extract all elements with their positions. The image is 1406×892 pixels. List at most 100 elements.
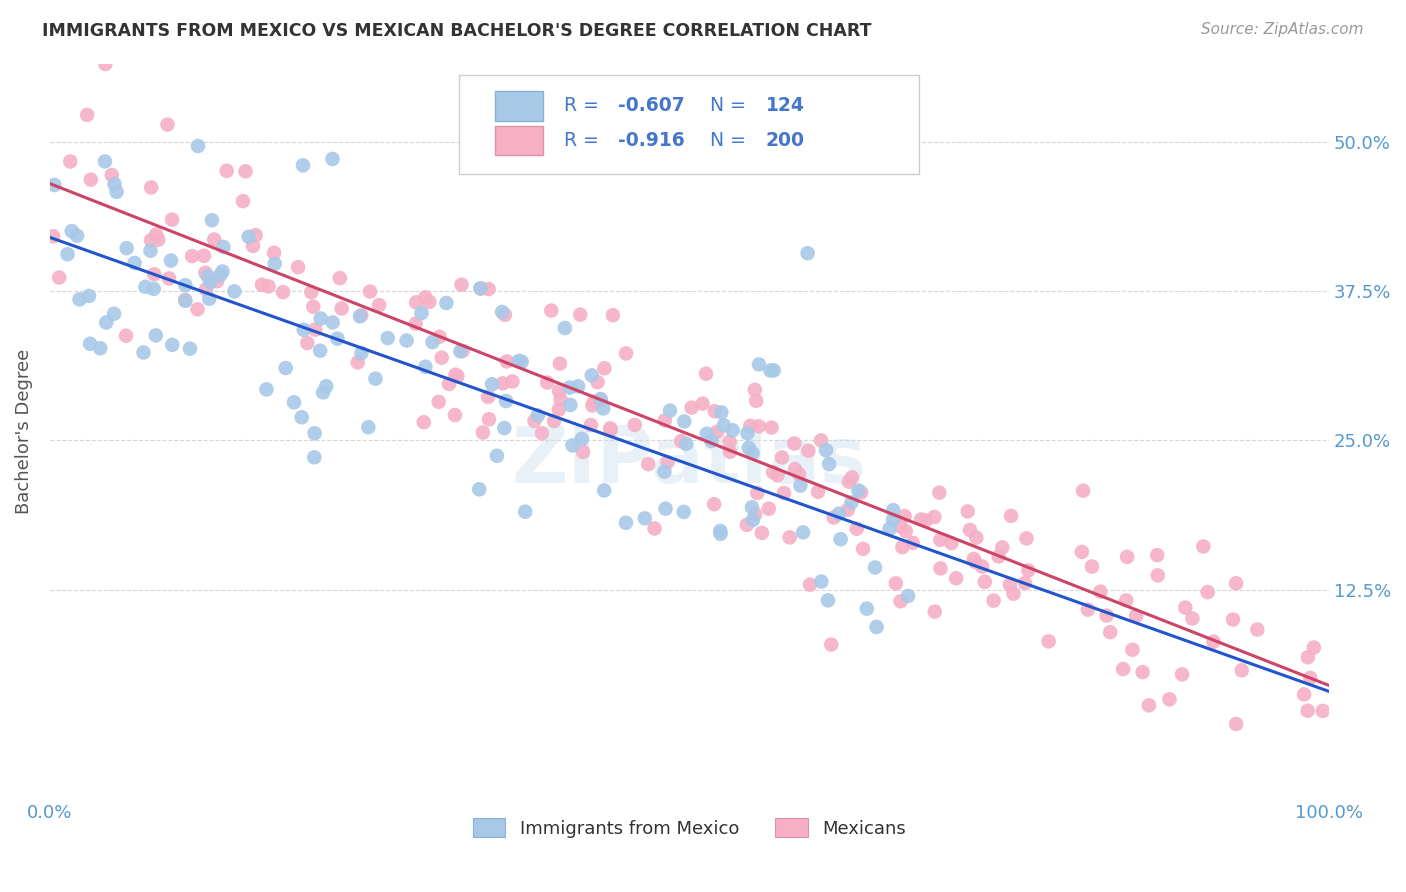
- Point: [198, 292, 221, 306]
- Point: [224, 285, 246, 299]
- Point: [326, 332, 349, 346]
- Point: [478, 412, 501, 426]
- Point: [302, 300, 325, 314]
- Point: [571, 432, 593, 446]
- Point: [174, 278, 197, 293]
- Point: [202, 232, 225, 246]
- Point: [263, 257, 285, 271]
- Point: [412, 415, 434, 429]
- Point: [561, 438, 583, 452]
- Point: [692, 397, 714, 411]
- Point: [430, 351, 453, 365]
- Point: [614, 516, 637, 530]
- Point: [1222, 613, 1244, 627]
- Point: [291, 410, 314, 425]
- Point: [194, 266, 217, 280]
- Point: [991, 541, 1014, 555]
- Point: [807, 484, 830, 499]
- Point: [695, 367, 717, 381]
- Point: [94, 154, 117, 169]
- Point: [762, 465, 785, 479]
- Point: [581, 399, 603, 413]
- Point: [321, 152, 343, 166]
- Point: [59, 154, 82, 169]
- Point: [740, 418, 762, 433]
- Point: [709, 526, 731, 541]
- Point: [773, 486, 796, 500]
- Point: [1090, 584, 1112, 599]
- Point: [789, 478, 811, 492]
- Point: [329, 271, 352, 285]
- Point: [713, 418, 735, 433]
- Point: [945, 571, 967, 585]
- Point: [599, 423, 621, 437]
- Point: [547, 402, 569, 417]
- Point: [924, 510, 946, 524]
- Point: [787, 467, 810, 482]
- Point: [256, 383, 278, 397]
- Point: [852, 541, 875, 556]
- Point: [193, 249, 215, 263]
- Point: [737, 426, 759, 441]
- Point: [1112, 662, 1135, 676]
- Point: [830, 532, 852, 546]
- Point: [891, 540, 914, 554]
- Point: [495, 354, 517, 368]
- Point: [766, 468, 789, 483]
- Point: [115, 241, 138, 255]
- Point: [599, 421, 621, 435]
- Point: [245, 228, 267, 243]
- Point: [741, 500, 763, 515]
- Point: [838, 475, 860, 489]
- Point: [956, 504, 979, 518]
- Point: [1302, 640, 1324, 655]
- Point: [1137, 698, 1160, 713]
- Point: [972, 559, 994, 574]
- Point: [893, 509, 915, 524]
- Point: [817, 593, 839, 607]
- Point: [914, 514, 936, 528]
- Point: [350, 309, 373, 323]
- Point: [451, 343, 474, 358]
- Point: [1174, 600, 1197, 615]
- Point: [1296, 650, 1319, 665]
- Point: [494, 308, 516, 322]
- Point: [274, 361, 297, 376]
- Point: [132, 345, 155, 359]
- Point: [810, 434, 832, 448]
- Point: [1192, 540, 1215, 554]
- Point: [156, 118, 179, 132]
- Point: [828, 507, 851, 521]
- Point: [527, 409, 550, 423]
- Point: [889, 519, 911, 533]
- Point: [837, 502, 859, 516]
- Point: [748, 419, 770, 434]
- Legend: Immigrants from Mexico, Mexicans: Immigrants from Mexico, Mexicans: [465, 811, 912, 845]
- Point: [444, 368, 467, 382]
- Text: 124: 124: [766, 96, 804, 115]
- Point: [783, 436, 806, 450]
- Text: N =: N =: [699, 96, 752, 115]
- Point: [304, 426, 326, 441]
- Point: [1299, 671, 1322, 685]
- Point: [744, 383, 766, 397]
- Point: [797, 443, 820, 458]
- Point: [548, 384, 571, 398]
- Point: [315, 379, 337, 393]
- FancyBboxPatch shape: [458, 75, 920, 174]
- Point: [1225, 717, 1247, 731]
- Point: [593, 483, 616, 498]
- Point: [1002, 587, 1025, 601]
- Point: [634, 511, 657, 525]
- Point: [737, 441, 759, 455]
- Point: [654, 465, 676, 479]
- Point: [48, 270, 70, 285]
- Point: [929, 533, 952, 547]
- Point: [1132, 665, 1154, 679]
- Point: [672, 505, 695, 519]
- Point: [554, 321, 576, 335]
- Point: [359, 285, 381, 299]
- Point: [330, 301, 353, 316]
- Point: [446, 369, 468, 384]
- Point: [187, 302, 209, 317]
